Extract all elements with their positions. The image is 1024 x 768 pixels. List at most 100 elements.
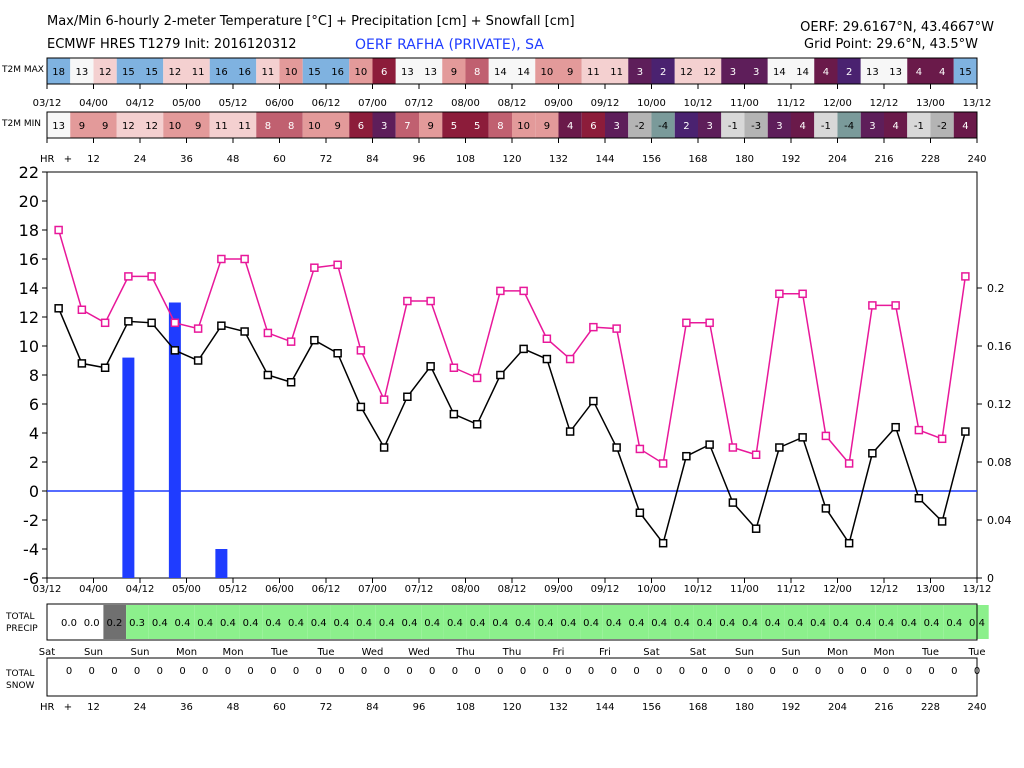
- date-label-top: 03/12: [33, 98, 62, 109]
- tmin-value: -4: [658, 121, 668, 132]
- tmax-value: 12: [703, 67, 716, 78]
- tmax-point: [658, 459, 668, 468]
- tmax-value: 11: [262, 67, 275, 78]
- precip-value: 0.4: [333, 618, 349, 629]
- tmax-line: [57, 229, 967, 466]
- date-label-top: 08/00: [451, 98, 480, 109]
- precip-cell: [602, 605, 626, 639]
- precip-value: 0.4: [356, 618, 372, 629]
- tmin-value: 9: [427, 121, 433, 132]
- tmax-point: [240, 254, 249, 264]
- precip-value: 0.4: [152, 618, 168, 629]
- tmax-point: [449, 363, 459, 372]
- tmax-value: 11: [192, 67, 205, 78]
- tmax-value: 9: [567, 67, 573, 78]
- tmin-cell: [744, 112, 768, 138]
- tmin-cell: [860, 112, 884, 138]
- tmax-value: 12: [680, 67, 693, 78]
- tmin-value: 3: [706, 121, 712, 132]
- tmax-point: [728, 443, 738, 452]
- tmax-point: [914, 425, 924, 435]
- hour-label-bottom: 180: [735, 702, 754, 713]
- precip-cell: [761, 605, 785, 639]
- precip-row-border: [46, 603, 978, 641]
- hour-label-top: 96: [413, 154, 426, 165]
- tmax-cell: [651, 58, 675, 84]
- hour-label-top: 228: [921, 154, 940, 165]
- tmin-point: [449, 409, 459, 419]
- precip-cell: [670, 605, 694, 639]
- y2-tick-label: 0: [987, 572, 994, 585]
- precip-value: 0.4: [197, 618, 213, 629]
- tmin-cell: [395, 112, 419, 138]
- tmin-value: 3: [869, 121, 875, 132]
- x-tick-label: 10/00: [637, 584, 666, 595]
- tmax-point: [170, 318, 180, 328]
- precip-cell: [943, 605, 966, 639]
- snow-value: 0: [316, 666, 322, 677]
- tmin-point: [682, 451, 691, 461]
- day-label: Sun: [130, 647, 149, 658]
- tmax-cell: [465, 58, 489, 84]
- snow-value: 0: [406, 666, 412, 677]
- hour-label-top: 60: [273, 154, 286, 165]
- day-label: Tue: [316, 647, 334, 658]
- tmax-point: [961, 272, 970, 281]
- tmin-value: 12: [122, 121, 135, 132]
- tmax-point: [565, 354, 575, 364]
- tmin-cell: [279, 112, 303, 138]
- tmin-cell: [442, 112, 466, 138]
- x-tick-label: 07/00: [358, 584, 387, 595]
- tmax-cell: [721, 58, 745, 84]
- hour-label-bottom: 96: [413, 702, 426, 713]
- tmax-cell: [837, 58, 861, 84]
- tmin-value: -1: [821, 121, 831, 132]
- tmin-point: [542, 354, 552, 364]
- hour-label-bottom: 132: [549, 702, 568, 713]
- tmin-point: [496, 370, 505, 380]
- tmin-point: [379, 443, 389, 452]
- tmin-value: 4: [799, 121, 805, 132]
- tmax-cell: [349, 58, 373, 84]
- tmin-value: 12: [145, 121, 158, 132]
- precip-value: 0.4: [765, 618, 781, 629]
- snow-value: 0: [906, 666, 912, 677]
- tmin-value: 4: [567, 121, 573, 132]
- tmin-value: 9: [102, 121, 108, 132]
- precip-cell: [512, 605, 535, 639]
- day-label: Sat: [39, 647, 55, 658]
- tmin-cell: [907, 112, 931, 138]
- tmax-point: [891, 301, 900, 310]
- tmin-cell: [163, 112, 187, 138]
- hour-label-bottom: 216: [874, 702, 893, 713]
- snow-value: 0: [293, 666, 299, 677]
- y-tick-label: 16: [19, 250, 39, 269]
- tmin-point: [844, 538, 854, 548]
- snow-value: 0: [497, 666, 503, 677]
- tmin-point: [891, 422, 900, 432]
- hour-label-top: 168: [688, 154, 707, 165]
- tmax-cell: [140, 58, 164, 84]
- tmin-cell: [302, 112, 326, 138]
- tmax-value: 15: [145, 67, 158, 78]
- day-label: Sun: [84, 647, 103, 658]
- x-tick-label: 11/12: [777, 584, 806, 595]
- y-tick-label: 22: [19, 163, 39, 182]
- hour-label-bottom: 228: [921, 702, 940, 713]
- tmin-value: 4: [962, 121, 968, 132]
- tmax-value: 11: [587, 67, 600, 78]
- hour-label-bottom: 108: [456, 702, 475, 713]
- tmax-cell: [326, 58, 350, 84]
- hour-label-top: 204: [828, 154, 847, 165]
- x-tick-label: 08/12: [498, 584, 527, 595]
- tmin-cell: [605, 112, 629, 138]
- tmax-value: 14: [773, 67, 786, 78]
- tmax-value: 13: [401, 67, 414, 78]
- x-tick-label: 12/00: [823, 584, 852, 595]
- tmin-value: 6: [358, 121, 364, 132]
- tmin-point: [263, 370, 273, 380]
- y-tick-label: 8: [29, 366, 39, 385]
- tmax-cell: [581, 58, 605, 84]
- precip-cell: [398, 605, 422, 639]
- tmin-point: [147, 318, 156, 328]
